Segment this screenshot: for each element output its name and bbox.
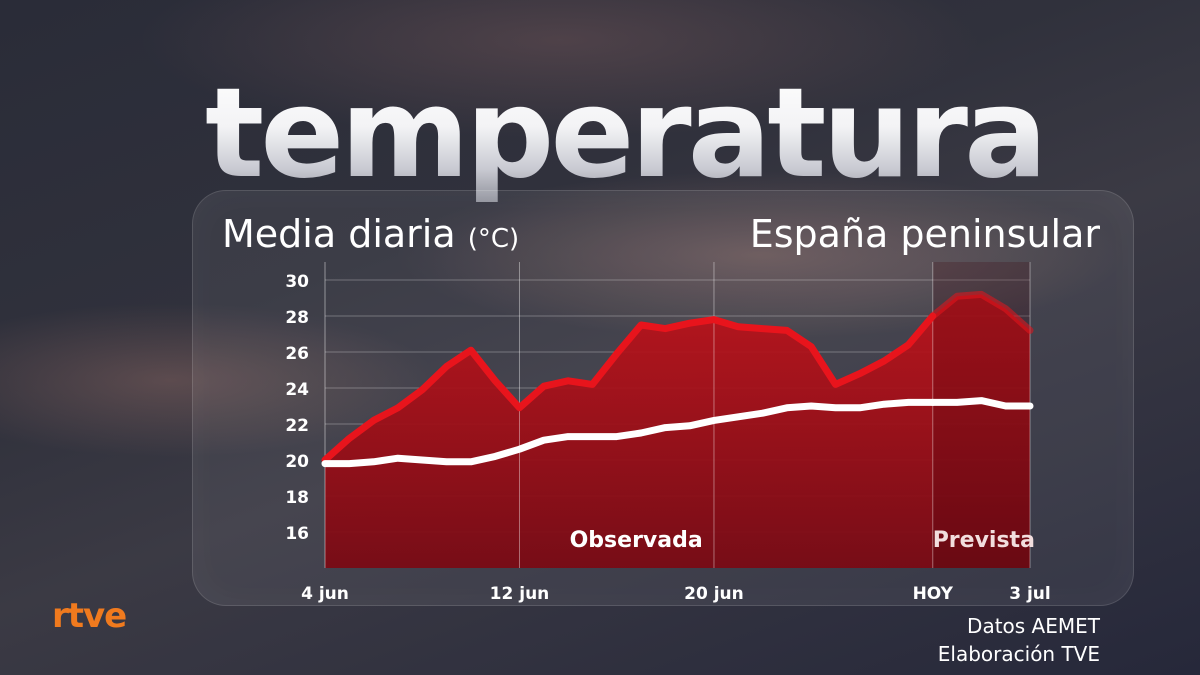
rtve-logo: rtve — [52, 596, 127, 636]
subtitle-unit: (°C) — [467, 224, 520, 254]
credits-author: Elaboración TVE — [937, 642, 1100, 666]
region-label: España peninsular — [749, 212, 1100, 256]
x-tick-label: 4 jun — [301, 584, 349, 604]
period-label-forecast: Prevista — [933, 528, 1035, 553]
y-tick-labels: 16 18 20 22 24 26 28 30 — [285, 272, 309, 544]
white-series-observed-line — [321, 398, 937, 468]
y-tick-label: 24 — [285, 380, 309, 400]
x-tick-label: HOY — [913, 584, 954, 604]
red-series-observed-line — [321, 312, 937, 464]
x-tick-label: 20 jun — [684, 584, 744, 604]
y-tick-label: 20 — [285, 452, 309, 472]
y-tick-label: 16 — [285, 524, 309, 544]
x-tick-label: 12 jun — [490, 584, 550, 604]
page-title: temperatura — [205, 64, 1105, 204]
series-lines — [321, 290, 1034, 468]
x-tick-labels: 4 jun 12 jun 20 jun HOY 3 jul — [301, 584, 1051, 604]
subtitle-main: Media diaria — [222, 212, 456, 256]
observed-area-fill — [325, 294, 1030, 568]
x-tick-label: 3 jul — [1009, 584, 1051, 604]
y-tick-label: 28 — [285, 308, 309, 328]
chart-subtitle: Media diaria (°C) — [222, 212, 519, 256]
period-label-observed: Observada — [570, 528, 703, 553]
y-tick-label: 18 — [285, 488, 309, 508]
red-series-forecast-line — [929, 290, 1034, 334]
white-series-forecast-line — [929, 397, 1034, 410]
y-tick-label: 22 — [285, 416, 309, 436]
credits: Datos AEMET Elaboración TVE — [938, 612, 1100, 668]
credits-source: Datos AEMET — [967, 614, 1100, 638]
y-tick-label: 26 — [285, 344, 309, 364]
y-tick-label: 30 — [285, 272, 309, 292]
